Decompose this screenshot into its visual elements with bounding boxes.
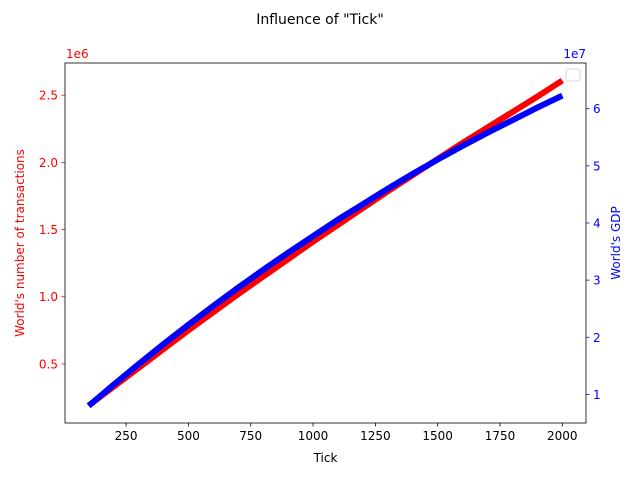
x-tick-label: 1250 xyxy=(360,429,391,443)
x-tick-label: 750 xyxy=(239,429,262,443)
y-right-tick-label: 4 xyxy=(593,217,601,231)
x-tick-label: 2000 xyxy=(547,429,578,443)
y-left-tick-label: 0.5 xyxy=(39,357,58,371)
y-right-tick-label: 2 xyxy=(593,331,601,345)
x-tick-label: 1500 xyxy=(422,429,453,443)
x-tick-label: 250 xyxy=(115,429,138,443)
y-left-tick-label: 1.5 xyxy=(39,223,58,237)
y-axis-left-offset-text: 1e6 xyxy=(66,47,89,61)
y-axis-left-label: World's number of transactions xyxy=(13,149,27,337)
y-axis-right-offset-text: 1e7 xyxy=(563,47,586,61)
y-right-tick-label: 1 xyxy=(593,388,601,402)
x-tick-label: 500 xyxy=(177,429,200,443)
y-axis-right-label: World's GDP xyxy=(609,206,623,280)
y-right-tick-label: 6 xyxy=(593,102,601,116)
x-axis: 250 500 750 1000 1250 1500 1750 2000 xyxy=(115,423,578,443)
y-left-tick-label: 2.5 xyxy=(39,89,58,103)
plot-frame xyxy=(64,62,587,424)
transactions-series-line xyxy=(86,77,564,408)
y-axis-right: 1 2 3 4 5 6 xyxy=(586,102,601,402)
x-axis-label: Tick xyxy=(313,451,338,465)
y-left-tick-label: 2.0 xyxy=(39,156,58,170)
series-layer xyxy=(86,77,564,409)
y-right-tick-label: 3 xyxy=(593,274,601,288)
y-right-tick-label: 5 xyxy=(593,159,601,173)
y-left-tick-label: 1.0 xyxy=(39,290,58,304)
chart-title: Influence of "Tick" xyxy=(256,12,384,28)
y-axis-left: 0.5 1.0 1.5 2.0 2.5 xyxy=(39,89,65,371)
x-tick-label: 1750 xyxy=(485,429,516,443)
gdp-series-line xyxy=(86,92,564,409)
x-tick-label: 1000 xyxy=(298,429,329,443)
legend-box xyxy=(565,68,581,82)
